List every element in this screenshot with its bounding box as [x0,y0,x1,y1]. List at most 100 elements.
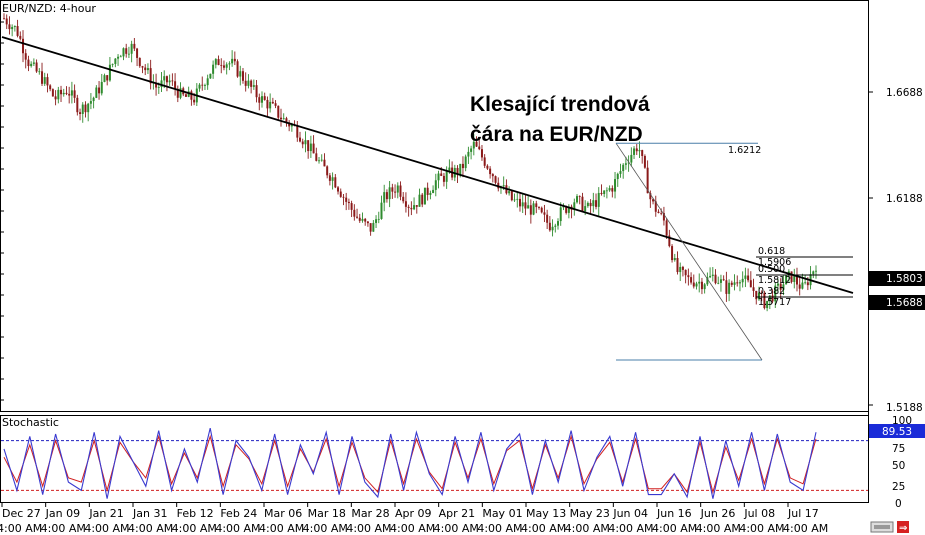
candle [46,73,49,93]
candle [576,194,579,204]
time-hour-label: 4:00 AM [434,522,479,535]
candle [595,193,598,210]
candle [247,74,250,89]
stoch-tick-label: 75 [892,443,905,455]
candle [32,58,35,66]
candle [546,209,549,229]
candle [127,46,130,58]
candle [657,209,660,214]
candle [125,43,128,58]
candle [421,193,424,208]
annotation-line-2: čára na EUR/NZD [470,123,643,146]
candle [35,59,38,73]
candle [203,83,206,90]
candle [43,72,46,86]
candle [537,206,540,210]
time-hour-label: 4:00 AM [303,522,348,535]
stoch-value-badge [869,424,925,438]
candle [119,54,122,58]
candle [760,290,763,302]
candle [619,163,622,178]
candle [785,275,788,285]
candle [757,286,760,301]
candle [795,267,798,292]
candle [73,84,76,103]
candle [489,166,492,179]
candle [49,84,52,92]
candle [733,274,736,291]
candle [437,170,440,189]
candle [464,154,467,172]
candle [426,182,429,201]
candle [79,108,82,121]
candle [589,199,592,214]
scroll-icon[interactable] [870,521,894,533]
fib-price-label: 1.5906 [758,257,791,268]
candle [597,187,600,216]
candle [383,184,386,212]
candle [187,86,190,98]
candle [665,218,668,239]
candle [13,25,16,32]
candle [798,277,801,296]
candle [100,73,103,96]
candle [260,91,263,108]
time-date-label: Jun 26 [700,507,736,520]
candle [413,197,416,211]
candle [510,190,513,202]
time-hour-label: 4:00 AM [346,522,391,535]
candle [752,278,755,297]
candle [652,198,655,205]
time-date-label: Jul 17 [787,507,819,520]
candle [231,50,234,67]
candle [252,79,255,90]
svg-text:⇒: ⇒ [899,523,907,534]
candle [790,271,793,284]
candle [415,205,418,214]
candle [372,220,375,232]
candle [133,38,136,52]
candle [220,58,223,74]
time-hour-label: 4:00 AM [128,522,173,535]
candle [19,31,22,41]
candle [635,143,638,155]
candle [30,61,33,68]
candle [573,198,576,216]
time-date-label: Mar 28 [351,507,389,520]
candle [681,265,684,277]
candle [638,141,641,158]
candle [554,223,557,233]
candle [627,155,630,172]
time-date-label: Jul 08 [743,507,775,520]
candle [309,135,312,158]
time-date-label: Apr 09 [395,507,432,520]
close-icon[interactable]: ⇒ [897,521,909,534]
fib-ratio-label: 0.500 [758,264,785,275]
candle [480,145,483,161]
candle [138,57,141,68]
candle [288,120,291,132]
candle [673,253,676,262]
time-date-label: Jan 21 [88,507,123,520]
candle [513,193,516,202]
candle [214,58,217,69]
candle [339,188,342,198]
candle [51,88,54,97]
descending-trendline[interactable] [1,36,854,294]
candle [671,244,674,263]
candle [432,185,435,194]
candlestick-series [3,13,817,312]
candle [331,172,334,190]
candle [258,93,261,111]
price-tick-label: 1.5188 [886,402,923,414]
price-tick-label: 1.6188 [886,193,923,205]
candle [703,282,706,294]
candle [366,220,369,227]
candle [766,300,769,312]
candle [323,153,326,167]
candle [117,54,120,66]
candle [111,63,114,68]
fib-high-label: 1.6212 [728,145,761,156]
